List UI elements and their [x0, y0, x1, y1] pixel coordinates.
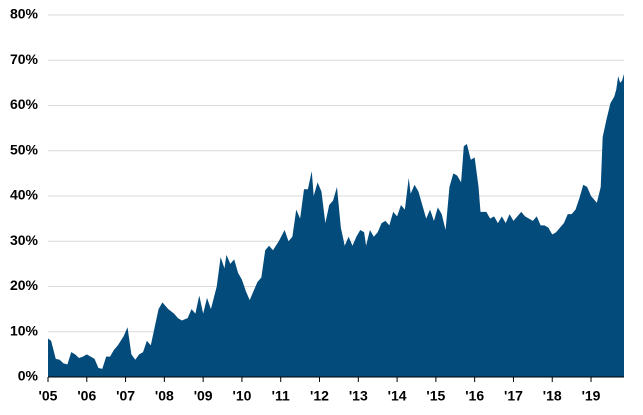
y-tick-label: 40% — [10, 187, 39, 203]
y-tick-label: 70% — [10, 51, 39, 67]
y-tick-label: 30% — [10, 232, 39, 248]
y-tick-label: 0% — [18, 368, 39, 384]
x-tick-label: '16 — [465, 388, 484, 404]
y-tick-label: 80% — [10, 6, 39, 22]
x-tick-label: '19 — [582, 388, 601, 404]
x-tick-label: '13 — [349, 388, 368, 404]
x-tick-label: '05 — [39, 388, 58, 404]
y-tick-label: 10% — [10, 322, 39, 338]
y-tick-label: 50% — [10, 141, 39, 157]
x-tick-label: '17 — [504, 388, 523, 404]
x-tick-label: '06 — [77, 388, 96, 404]
x-tick-label: '11 — [272, 388, 290, 404]
x-tick-label: '09 — [194, 388, 213, 404]
x-tick-label: '18 — [543, 388, 562, 404]
x-tick-label: '12 — [310, 388, 329, 404]
x-tick-label: '07 — [116, 388, 135, 404]
x-tick-label: '08 — [155, 388, 174, 404]
y-tick-label: 20% — [10, 277, 39, 293]
x-tick-label: '15 — [426, 388, 445, 404]
x-tick-label: '10 — [232, 388, 251, 404]
x-tick-label: '14 — [388, 388, 407, 404]
y-tick-label: 60% — [10, 96, 39, 112]
area — [48, 73, 624, 377]
